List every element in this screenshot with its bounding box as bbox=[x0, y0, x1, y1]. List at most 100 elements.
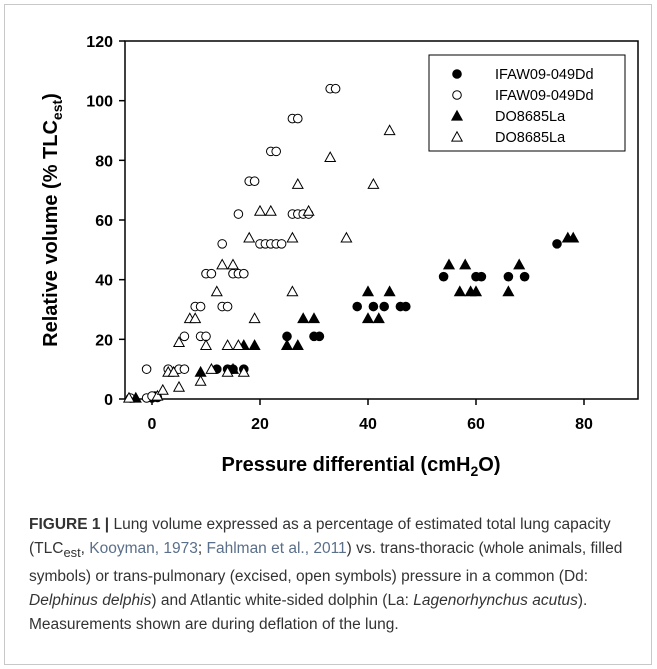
data-point bbox=[438, 271, 449, 282]
x-tick-label: 80 bbox=[575, 416, 593, 433]
data-point bbox=[567, 231, 580, 243]
legend-label: DO8685La bbox=[495, 109, 566, 125]
caption-text-2: ) vs. trans-thoracic (whole animals, fil… bbox=[29, 540, 623, 586]
data-point bbox=[291, 339, 304, 350]
data-point bbox=[502, 285, 515, 297]
data-point bbox=[264, 204, 277, 216]
data-point bbox=[293, 113, 303, 124]
citation-kooyman[interactable]: Kooyman, 1973 bbox=[89, 540, 198, 557]
series-3 bbox=[129, 231, 580, 403]
legend-box bbox=[428, 54, 626, 152]
y-tick-label: 20 bbox=[95, 332, 113, 349]
data-point bbox=[469, 285, 483, 297]
y-axis-label: Relative volume (% TLCest) bbox=[40, 93, 65, 347]
data-point bbox=[503, 271, 514, 282]
caption-text-3: ) and Atlantic white-sided dolphin (La: bbox=[151, 592, 414, 610]
data-point bbox=[383, 285, 396, 297]
legend: IFAW09-049Dd IFAW09-049Dd DO8685La DO8685La bbox=[428, 54, 626, 152]
caption-separator: ; bbox=[197, 540, 207, 557]
data-point bbox=[210, 285, 223, 297]
data-point bbox=[217, 239, 227, 249]
data-point bbox=[552, 239, 562, 249]
x-tick-label: 20 bbox=[251, 416, 269, 433]
data-point bbox=[361, 285, 375, 297]
data-point bbox=[383, 124, 396, 136]
caption-subscript: est bbox=[63, 545, 81, 561]
data-point bbox=[513, 258, 526, 270]
series-1 bbox=[147, 239, 562, 403]
data-point bbox=[195, 301, 206, 312]
data-point bbox=[248, 339, 261, 350]
data-point bbox=[302, 204, 315, 216]
legend-label: IFAW09-049Dd bbox=[495, 67, 594, 83]
citation-fahlman[interactable]: Fahlman et al., 2011 bbox=[206, 540, 347, 557]
data-point bbox=[233, 209, 244, 219]
data-point bbox=[379, 301, 390, 312]
data-point bbox=[459, 258, 472, 270]
series-2 bbox=[125, 83, 341, 403]
x-tick-label: 60 bbox=[467, 416, 485, 433]
data-point bbox=[151, 389, 164, 401]
data-point bbox=[286, 285, 299, 297]
data-point bbox=[314, 331, 325, 342]
data-point bbox=[222, 301, 233, 312]
data-point bbox=[172, 380, 186, 392]
data-point bbox=[194, 374, 207, 386]
data-point bbox=[286, 231, 299, 243]
y-tick-label: 0 bbox=[104, 392, 113, 409]
data-point bbox=[271, 146, 282, 157]
data-point bbox=[226, 258, 240, 270]
series-4 bbox=[122, 124, 396, 403]
legend-label: IFAW09-049Dd bbox=[495, 88, 594, 104]
data-point bbox=[179, 364, 190, 374]
data-point bbox=[253, 204, 267, 216]
y-tick-label: 120 bbox=[86, 34, 113, 51]
data-point bbox=[340, 231, 353, 243]
data-point bbox=[476, 271, 487, 282]
data-point bbox=[141, 364, 152, 374]
y-tick-label: 40 bbox=[95, 273, 113, 290]
data-point bbox=[179, 331, 190, 342]
data-point bbox=[307, 312, 321, 324]
data-point bbox=[297, 312, 310, 324]
x-axis-label: Pressure differential (cmH2O) bbox=[222, 454, 501, 479]
legend-marker bbox=[452, 69, 462, 79]
species-lagenorhynchus: Lagenorhynchus acutus bbox=[413, 592, 578, 610]
data-point bbox=[442, 258, 456, 270]
y-tick-label: 80 bbox=[95, 153, 113, 170]
figure-caption: FIGURE 1 | Lung volume expressed as a pe… bbox=[29, 513, 641, 637]
caption-text-4: ). Measurements shown are during deflati… bbox=[29, 592, 588, 634]
data-point bbox=[372, 312, 385, 324]
data-point bbox=[221, 365, 234, 377]
legend-marker bbox=[450, 130, 464, 142]
data-point bbox=[368, 301, 379, 312]
caption-label: FIGURE 1 | bbox=[29, 516, 110, 533]
legend-label: DO8685La bbox=[495, 130, 566, 146]
data-point bbox=[156, 383, 169, 395]
y-tick-label: 100 bbox=[86, 94, 113, 111]
data-point bbox=[401, 301, 411, 312]
data-point bbox=[453, 285, 466, 297]
data-point bbox=[221, 339, 234, 350]
data-point bbox=[172, 336, 186, 347]
data-point bbox=[199, 339, 213, 350]
y-tick-label: 60 bbox=[95, 213, 113, 230]
data-point bbox=[122, 391, 136, 403]
scatter-chart: 0 20 40 60 80 100 120 0 20 40 60 80 Pressure diffe… bbox=[40, 34, 639, 479]
caption-text-1-end: , bbox=[80, 540, 90, 557]
data-point bbox=[276, 239, 287, 249]
legend-marker bbox=[452, 90, 462, 100]
legend-marker bbox=[450, 109, 464, 121]
data-point bbox=[206, 268, 217, 279]
data-point bbox=[324, 151, 337, 163]
x-tick-label: 40 bbox=[359, 416, 377, 433]
data-point bbox=[189, 312, 202, 324]
data-point bbox=[352, 301, 363, 312]
data-point bbox=[249, 176, 260, 187]
data-point bbox=[205, 362, 218, 374]
data-point bbox=[167, 365, 180, 377]
data-point bbox=[243, 231, 256, 243]
data-point bbox=[216, 258, 229, 270]
data-point bbox=[237, 365, 250, 377]
data-point bbox=[239, 268, 249, 279]
